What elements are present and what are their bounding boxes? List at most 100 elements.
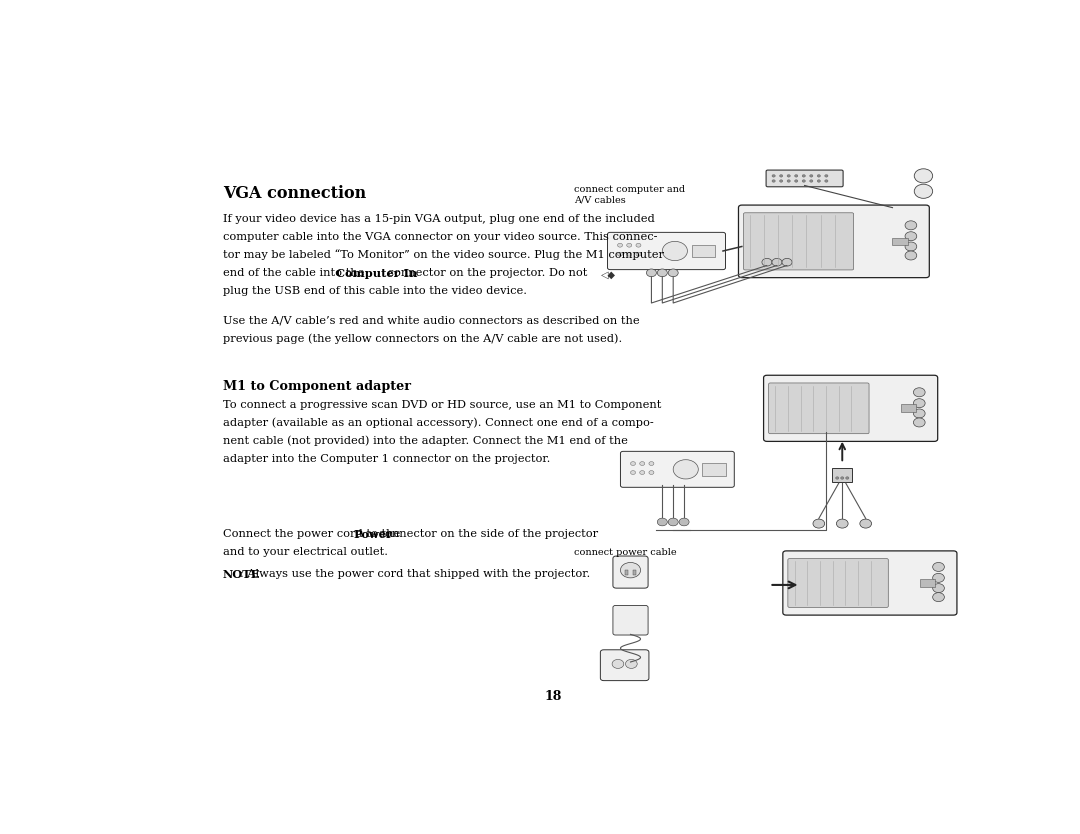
Circle shape <box>905 251 917 260</box>
Circle shape <box>795 179 798 183</box>
Circle shape <box>905 242 917 251</box>
Circle shape <box>813 519 825 528</box>
Text: 18: 18 <box>544 690 563 702</box>
Circle shape <box>914 388 926 397</box>
Text: connector on the side of the projector: connector on the side of the projector <box>375 530 598 540</box>
Circle shape <box>914 409 926 418</box>
FancyBboxPatch shape <box>743 213 853 270</box>
Bar <box>833 468 852 482</box>
Circle shape <box>795 174 798 177</box>
Circle shape <box>631 470 635 475</box>
FancyBboxPatch shape <box>600 650 649 681</box>
Text: computer cable into the VGA connector on your video source. This connec-: computer cable into the VGA connector on… <box>222 232 658 242</box>
Text: Connect the power cord to the: Connect the power cord to the <box>222 530 404 540</box>
Circle shape <box>915 184 933 198</box>
Circle shape <box>636 252 640 256</box>
Text: connect power cable: connect power cable <box>575 548 677 557</box>
Circle shape <box>618 252 622 256</box>
Text: M1 to Component adapter: M1 to Component adapter <box>222 380 410 393</box>
Circle shape <box>787 179 791 183</box>
Circle shape <box>772 174 775 177</box>
Text: and to your electrical outlet.: and to your electrical outlet. <box>222 547 388 557</box>
Circle shape <box>780 179 783 183</box>
Bar <box>702 463 726 475</box>
Text: Power: Power <box>353 530 392 540</box>
Circle shape <box>810 179 813 183</box>
Circle shape <box>649 470 653 475</box>
FancyBboxPatch shape <box>613 556 648 588</box>
Circle shape <box>802 179 806 183</box>
Circle shape <box>810 174 813 177</box>
Text: adapter (available as an optional accessory). Connect one end of a compo-: adapter (available as an optional access… <box>222 418 653 429</box>
Circle shape <box>658 269 667 277</box>
Circle shape <box>772 259 782 266</box>
Text: To connect a progressive scan DVD or HD source, use an M1 to Component: To connect a progressive scan DVD or HD … <box>222 399 661 409</box>
Circle shape <box>669 518 678 526</box>
Circle shape <box>631 462 635 465</box>
FancyBboxPatch shape <box>620 451 734 487</box>
Text: end of the cable into the: end of the cable into the <box>222 268 368 278</box>
FancyBboxPatch shape <box>766 170 843 187</box>
Circle shape <box>836 477 839 480</box>
Circle shape <box>761 259 772 266</box>
Bar <box>901 404 916 412</box>
FancyBboxPatch shape <box>607 233 726 269</box>
Circle shape <box>933 562 944 571</box>
Circle shape <box>626 252 632 256</box>
Circle shape <box>846 477 849 480</box>
FancyBboxPatch shape <box>764 375 937 441</box>
Circle shape <box>649 462 653 465</box>
Circle shape <box>679 518 689 526</box>
Bar <box>920 579 935 587</box>
Circle shape <box>905 221 917 230</box>
FancyBboxPatch shape <box>739 205 929 278</box>
Circle shape <box>818 179 821 183</box>
Circle shape <box>620 562 640 578</box>
Circle shape <box>772 179 775 183</box>
Circle shape <box>860 519 872 528</box>
Circle shape <box>840 477 843 480</box>
Circle shape <box>818 174 821 177</box>
Circle shape <box>933 593 944 601</box>
Text: VGA connection: VGA connection <box>222 185 366 202</box>
Text: previous page (the yellow connectors on the A/V cable are not used).: previous page (the yellow connectors on … <box>222 333 622 344</box>
Text: : Always use the power cord that shipped with the projector.: : Always use the power cord that shipped… <box>240 569 591 579</box>
Circle shape <box>639 470 645 475</box>
Text: plug the USB end of this cable into the video device.: plug the USB end of this cable into the … <box>222 285 527 295</box>
Circle shape <box>625 660 637 668</box>
FancyBboxPatch shape <box>769 383 869 434</box>
Circle shape <box>914 399 926 408</box>
Circle shape <box>914 418 926 427</box>
FancyBboxPatch shape <box>613 605 648 635</box>
Circle shape <box>802 174 806 177</box>
Text: Use the A/V cable’s red and white audio connectors as described on the: Use the A/V cable’s red and white audio … <box>222 315 639 325</box>
Text: connect computer and
A/V cables: connect computer and A/V cables <box>575 185 686 204</box>
Circle shape <box>673 460 699 479</box>
Circle shape <box>626 244 632 247</box>
Text: ◁◆: ◁◆ <box>602 270 617 280</box>
Text: tor may be labeled “To Monitor” on the video source. Plug the M1 computer: tor may be labeled “To Monitor” on the v… <box>222 249 664 260</box>
Circle shape <box>782 259 792 266</box>
Bar <box>624 570 627 575</box>
FancyBboxPatch shape <box>783 551 957 615</box>
Bar <box>892 238 907 245</box>
Circle shape <box>825 174 828 177</box>
Text: Computer In: Computer In <box>336 268 418 279</box>
Text: nent cable (not provided) into the adapter. Connect the M1 end of the: nent cable (not provided) into the adapt… <box>222 435 627 446</box>
FancyBboxPatch shape <box>788 559 889 607</box>
Circle shape <box>662 241 687 260</box>
Circle shape <box>780 174 783 177</box>
Circle shape <box>647 269 657 277</box>
Circle shape <box>639 462 645 465</box>
Circle shape <box>658 518 667 526</box>
Text: NOTE: NOTE <box>222 569 260 580</box>
Text: adapter into the Computer 1 connector on the projector.: adapter into the Computer 1 connector on… <box>222 454 551 464</box>
Circle shape <box>787 174 791 177</box>
Bar <box>691 244 715 258</box>
Circle shape <box>618 244 622 247</box>
Circle shape <box>612 660 624 668</box>
Circle shape <box>636 244 640 247</box>
Text: connector on the projector. Do not: connector on the projector. Do not <box>383 268 588 278</box>
Circle shape <box>933 584 944 593</box>
Circle shape <box>836 519 848 528</box>
